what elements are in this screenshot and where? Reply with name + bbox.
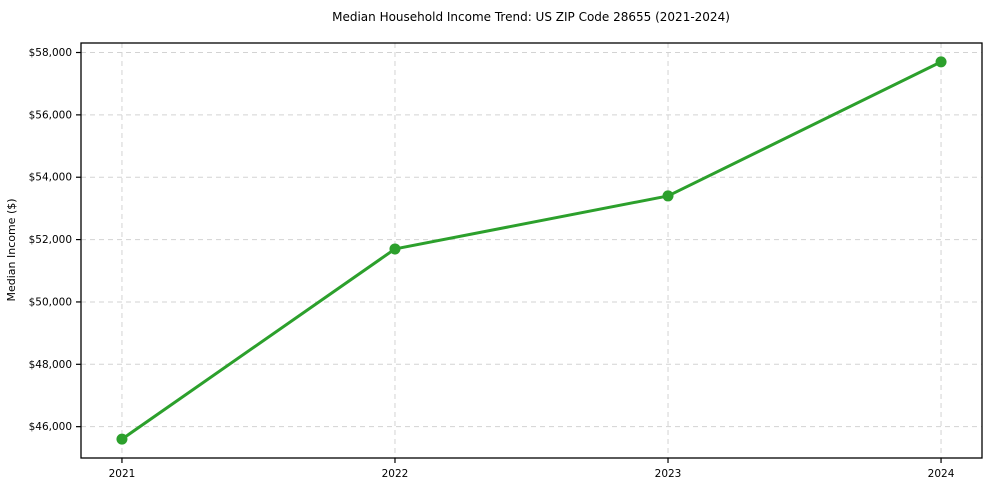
x-tick-label: 2022 xyxy=(382,468,409,480)
data-point-marker xyxy=(116,433,128,445)
data-point-marker xyxy=(662,190,674,202)
data-point-marker xyxy=(389,243,401,255)
data-point-marker xyxy=(935,56,947,68)
y-axis-label: Median Income ($) xyxy=(5,198,18,301)
x-tick-label: 2024 xyxy=(928,468,955,480)
trend-line xyxy=(120,60,943,441)
y-tick-label: $52,000 xyxy=(29,234,72,246)
y-tick-label: $54,000 xyxy=(29,172,72,184)
chart-title: Median Household Income Trend: US ZIP Co… xyxy=(332,10,730,24)
axes-spines xyxy=(80,42,983,459)
plot-border xyxy=(80,42,983,459)
y-tick-label: $46,000 xyxy=(29,421,72,433)
plot-area xyxy=(81,43,982,458)
x-tick-label: 2023 xyxy=(655,468,682,480)
data-series xyxy=(116,56,947,445)
y-tick-label: $50,000 xyxy=(29,296,72,308)
y-tick-label: $56,000 xyxy=(29,109,72,121)
y-tick-label: $58,000 xyxy=(29,47,72,59)
y-tick-label: $48,000 xyxy=(29,359,72,371)
x-tick-label: 2021 xyxy=(109,468,136,480)
axis-ticks xyxy=(76,51,942,463)
axis-tick-labels: $46,000 $48,000 $50,000 $52,000 $54,000 $56,0… xyxy=(29,47,955,480)
